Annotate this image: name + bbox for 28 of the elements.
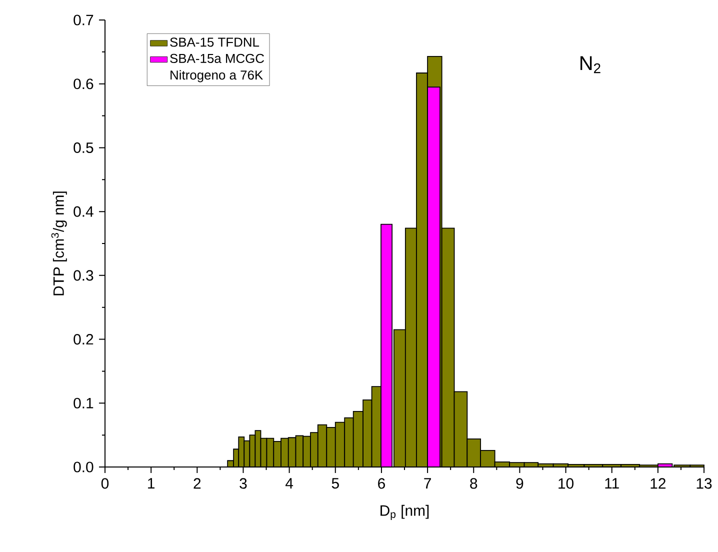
x-tick-label: 2 — [194, 478, 201, 489]
y-tick-label: 0.6 — [74, 78, 94, 90]
legend-label: SBA-15 TFDNL — [170, 38, 260, 47]
y-tick-label: 0.0 — [74, 462, 94, 472]
y-tick-label: 0.3 — [74, 270, 94, 281]
x-tick-label: 1 — [148, 478, 154, 488]
y-tick-label: 0.2 — [74, 334, 94, 345]
x-axis-title: D$_{p}$ [nm] — [380, 504, 429, 520]
x-tick-label: 6 — [378, 478, 385, 489]
annotation: N$_{2}$ — [580, 56, 600, 74]
x-tick-label: 12 — [650, 478, 666, 489]
x-tick-label: 3 — [240, 478, 247, 489]
x-tick-label: 0 — [101, 478, 109, 489]
annotation: Nitrogeno a 76K — [170, 70, 263, 82]
x-tick-label: 5 — [332, 478, 339, 489]
x-tick-label: 4 — [286, 478, 294, 488]
y-tick-label: 0.1 — [74, 398, 94, 408]
y-tick-label: 0.7 — [74, 14, 94, 26]
y-axis-title: DTP [cm$^{3}$/g nm] — [51, 192, 67, 296]
x-tick-label: 7 — [424, 478, 431, 488]
x-tick-label: 8 — [470, 478, 478, 489]
y-tick-label: 0.4 — [74, 206, 94, 217]
x-tick-label: 9 — [516, 478, 524, 489]
x-tick-label: 10 — [558, 478, 574, 489]
x-tick-label: 11 — [605, 478, 619, 488]
legend-label: SBA-15a MCGC — [170, 54, 264, 64]
x-tick-label: 13 — [696, 478, 712, 489]
y-tick-label: 0.5 — [74, 142, 94, 153]
